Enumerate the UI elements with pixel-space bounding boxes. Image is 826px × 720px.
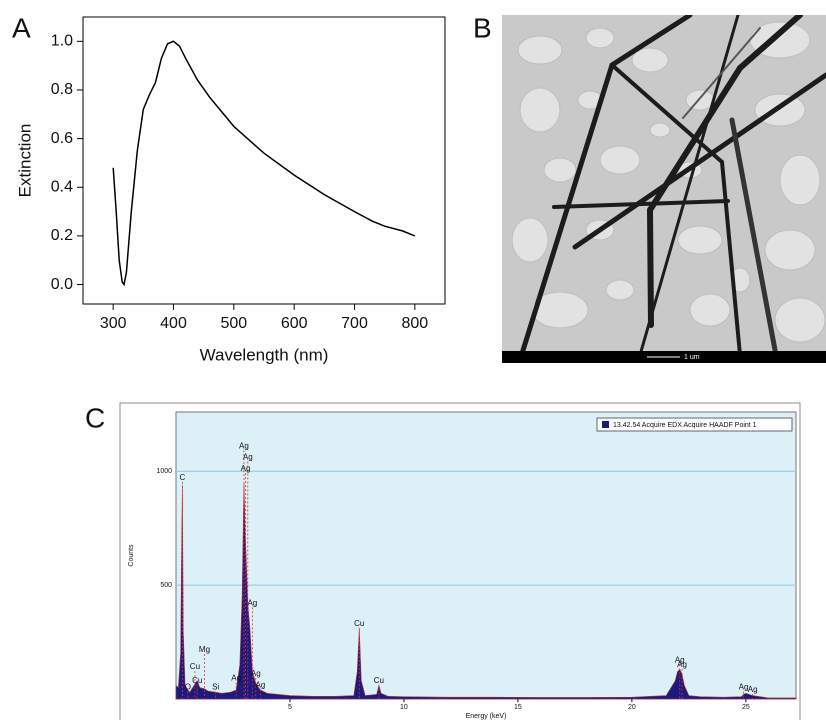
peak-label: Ag [251,669,261,678]
peak-label: Ag [675,655,685,664]
y-tick-label: 0.2 [51,227,73,244]
x-tick-label: 800 [401,315,428,332]
peak-label: Ag [677,660,687,669]
y-tick-label: 0.0 [51,276,73,293]
x-tick-label: 15 [514,704,522,711]
peak-label: Ag [739,683,749,692]
peak-label: Si [212,683,219,692]
peak-label: Ag [231,674,241,683]
y-axis-label: Extinction [15,124,34,198]
x-tick-label: 700 [341,315,368,332]
peak-label: C [179,473,185,482]
peak-label: Cu [190,662,200,671]
peak-label: O [185,683,191,692]
line-series [112,40,416,287]
peak-label: Cu [354,619,364,628]
peak-label: Ag [748,685,758,694]
y-tick-label: 1000 [156,468,172,475]
x-tick-label: 600 [281,315,308,332]
plot-frame [82,16,446,305]
y-tick-label: 500 [160,582,172,589]
panel-label: C [85,402,105,433]
peak-label: Cu [374,676,384,685]
x-tick-label: 500 [220,315,247,332]
plot-area [175,411,797,700]
x-axis-label: Wavelength (nm) [200,345,329,364]
legend-box [596,417,793,432]
spectrum-area [175,482,797,700]
peak-label: Ag [255,680,265,689]
x-tick-label: 10 [400,704,408,711]
panel-label: A [12,12,31,43]
peak-label: Cu [192,676,202,685]
legend-label: 13.42.54 Acquire EDX Acquire HAADF Point… [613,422,757,429]
panel-label: B [473,12,492,43]
y-tick-label: 1.0 [51,33,73,50]
y-axis-label: Counts [128,544,135,567]
y-tick-label: 0.8 [51,81,73,98]
x-tick-label: 400 [160,315,187,332]
peak-label: Ag [239,441,249,450]
peak-label: Mg [199,645,210,654]
tem-image [502,15,826,363]
x-axis-label: Energy (keV) [466,713,507,720]
x-tick-label: 20 [628,704,636,711]
peak-label: Ag [247,598,257,607]
y-tick-label: 0.4 [51,178,73,195]
x-tick-label: 300 [100,315,127,332]
x-tick-label: 5 [288,704,292,711]
y-tick-label: 0.6 [51,130,73,147]
x-tick-label: 25 [742,704,750,711]
peak-label: Ag [243,453,253,462]
peak-label: Ag [241,464,251,473]
legend-swatch [602,421,609,428]
scale-bar-label: 1 um [684,354,700,361]
